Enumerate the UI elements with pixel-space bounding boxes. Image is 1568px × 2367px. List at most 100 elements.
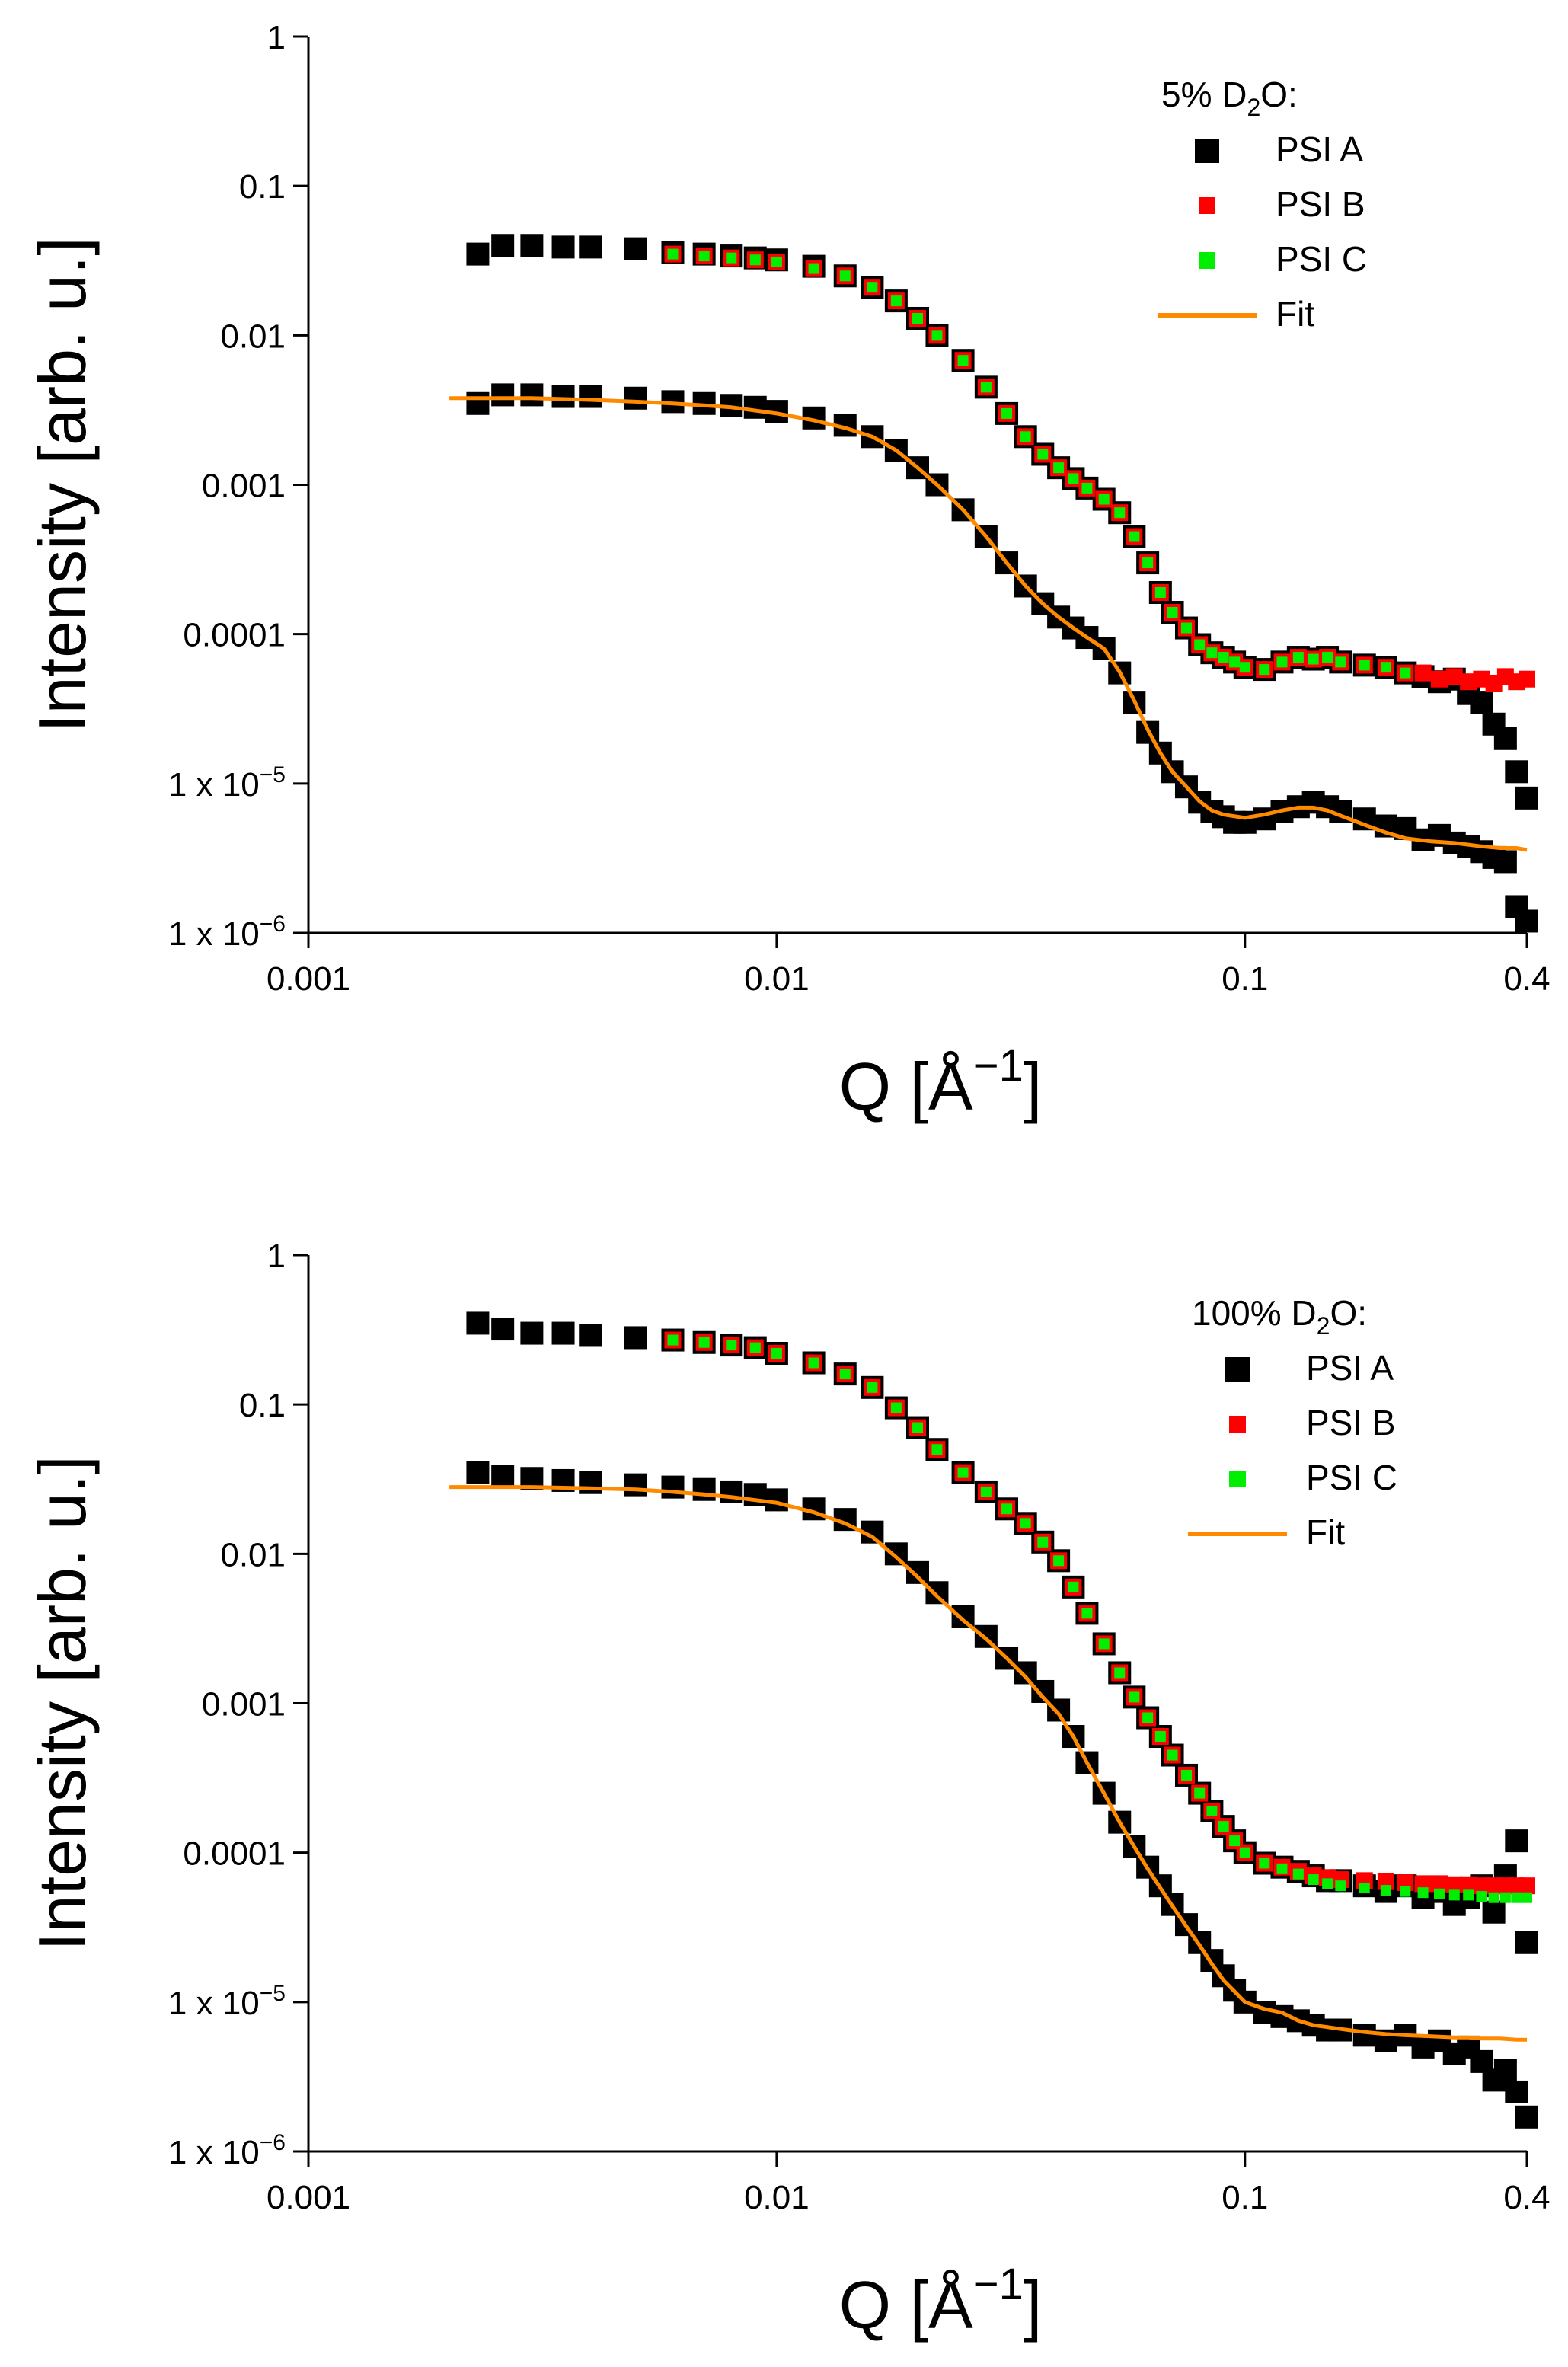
legend-swatch-psi-a — [1225, 1357, 1250, 1382]
data-point — [839, 1369, 851, 1380]
legend: 5% D2O: PSI A PSI B PSI C Fit — [1158, 75, 1367, 334]
data-point — [1037, 1536, 1049, 1548]
data-point — [1308, 1874, 1319, 1886]
data-point — [1180, 622, 1192, 634]
legend-label-psi-b: PSI B — [1306, 1403, 1396, 1442]
x-tick-label: 0.001 — [267, 960, 350, 998]
data-point — [765, 1488, 788, 1512]
data-point — [1167, 607, 1178, 618]
data-point — [1515, 2105, 1538, 2129]
data-point — [1515, 909, 1538, 933]
data-point — [957, 355, 969, 366]
data-point — [1505, 1829, 1528, 1853]
data-point — [1292, 1868, 1304, 1880]
data-point — [1114, 1667, 1126, 1679]
chart-panel-bottom: 1 0.1 0.01 0.001 0.0001 1 x 10−5 1 x 10−6 0.001… — [24, 1238, 1550, 2343]
data-point — [867, 1382, 878, 1393]
data-point — [1515, 786, 1538, 810]
x-tick-label: 0.01 — [744, 960, 810, 998]
data-point — [1460, 673, 1477, 691]
data-point — [1142, 1712, 1154, 1723]
data-point — [579, 385, 602, 408]
data-point — [743, 395, 767, 419]
y-tick-label: 0.0001 — [183, 1835, 286, 1873]
data-point — [1068, 473, 1079, 484]
data-point — [1276, 1863, 1288, 1874]
data-point — [1414, 664, 1432, 682]
data-point — [884, 1542, 908, 1566]
data-point — [466, 1311, 490, 1335]
data-point — [1081, 1608, 1093, 1619]
plot-area — [449, 1311, 1538, 2129]
data-point — [624, 1326, 647, 1350]
data-point — [808, 263, 819, 274]
data-point — [1098, 494, 1110, 505]
data-point — [1068, 1581, 1079, 1592]
data-point — [1448, 1889, 1460, 1901]
data-point — [839, 270, 851, 282]
data-point — [1352, 2024, 1376, 2047]
data-point — [1142, 557, 1154, 569]
data-point — [1218, 1821, 1229, 1832]
legend-swatch-psi-c — [1229, 1471, 1246, 1487]
data-point — [1239, 1847, 1250, 1858]
data-point — [1167, 1749, 1178, 1761]
data-point — [1522, 1892, 1532, 1903]
data-point — [551, 1321, 575, 1345]
data-point — [1239, 662, 1250, 673]
data-point — [906, 1560, 929, 1584]
y-tick-label: 0.001 — [202, 468, 286, 505]
data-point — [1400, 1886, 1411, 1897]
data-point — [1430, 1875, 1448, 1893]
data-point — [520, 383, 544, 407]
data-point — [957, 1467, 969, 1478]
data-point — [1001, 407, 1013, 419]
chart-panel-top: 1 0.1 0.01 0.001 0.0001 1 x 10−5 1 x 10−6 0.001… — [24, 19, 1550, 1124]
y-tick-label: 0.001 — [202, 1686, 286, 1723]
data-point — [491, 1465, 515, 1488]
x-tick-label: 0.1 — [1222, 2179, 1268, 2216]
legend: 100% D2O: PSI A PSI B PSI C Fit — [1188, 1293, 1397, 1552]
data-point — [1335, 1880, 1346, 1892]
data-point — [1081, 482, 1093, 494]
data-point — [1259, 1858, 1270, 1869]
data-point — [1493, 2059, 1517, 2082]
y-tick-label: 0.01 — [220, 318, 286, 355]
data-point — [1037, 449, 1049, 460]
y-tick-label: 1 — [267, 19, 286, 56]
data-point — [624, 237, 647, 260]
data-point — [466, 391, 490, 415]
data-point — [579, 1471, 602, 1494]
data-point — [1499, 1892, 1511, 1903]
y-tick-label: 0.1 — [239, 1387, 286, 1424]
data-point — [890, 295, 902, 307]
x-tick-label: 0.01 — [744, 2179, 810, 2216]
data-point — [1488, 1892, 1499, 1903]
data-point — [1020, 1518, 1031, 1529]
x-tick-label: 0.4 — [1503, 960, 1550, 998]
data-point — [1276, 656, 1288, 668]
legend-title: 100% D2O: — [1192, 1293, 1367, 1340]
y-tick-label: 1 x 10−6 — [168, 2130, 286, 2171]
data-point — [925, 1581, 949, 1605]
data-point — [1322, 1878, 1333, 1889]
data-point — [579, 1324, 602, 1347]
data-point — [1519, 1877, 1535, 1895]
data-point — [1229, 1835, 1241, 1847]
y-tick-label: 0.01 — [220, 1536, 286, 1573]
legend-label-psi-c: PSI C — [1276, 239, 1367, 279]
data-point — [1206, 647, 1218, 659]
data-point — [1129, 531, 1140, 542]
data-point — [1470, 691, 1493, 714]
data-point — [1020, 431, 1031, 442]
y-tick-label: 0.1 — [239, 168, 286, 206]
data-point — [1053, 462, 1065, 474]
data-point — [1154, 586, 1166, 598]
data-point — [1445, 668, 1463, 685]
data-point — [1493, 850, 1517, 874]
data-point — [1493, 727, 1517, 750]
data-point — [890, 1402, 902, 1413]
data-point — [1400, 667, 1411, 679]
data-point — [1380, 1885, 1391, 1896]
data-point — [1335, 656, 1346, 668]
